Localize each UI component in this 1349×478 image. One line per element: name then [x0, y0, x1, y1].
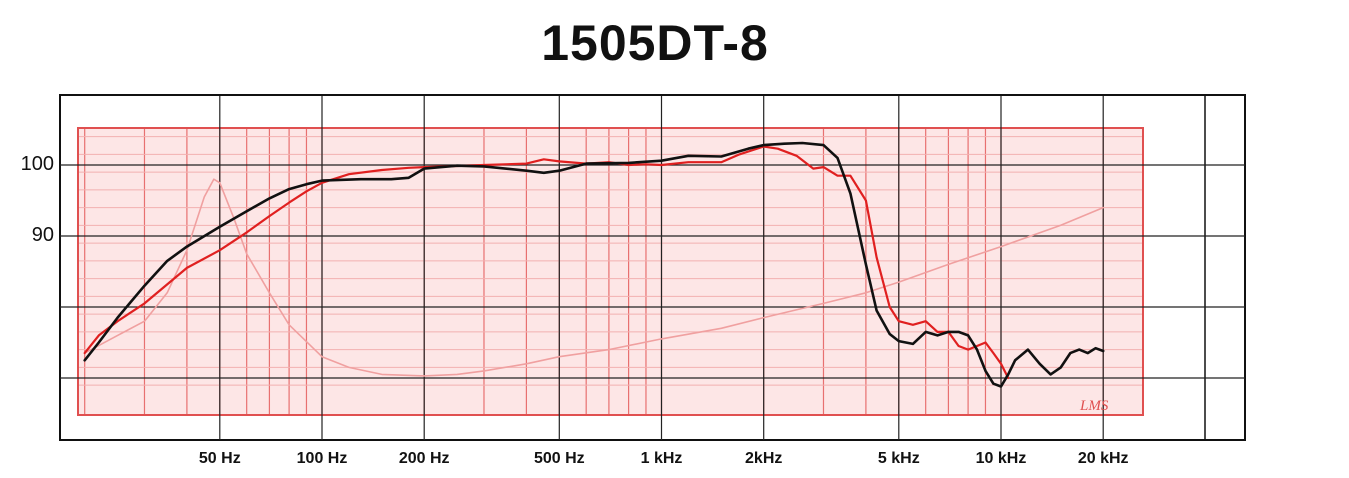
chart-title: 1505DT-8: [541, 15, 769, 71]
series-line-2: [83, 145, 1010, 380]
series-layer: [83, 141, 1105, 388]
x-tick-label: 50 Hz: [198, 450, 241, 467]
minor-grid: [79, 129, 1142, 414]
x-tick-label: 200 Hz: [398, 450, 450, 467]
series-line-3: [83, 178, 1104, 377]
x-tick-label: 5 kHz: [877, 450, 920, 467]
x-tick-label: 20 kHz: [1077, 450, 1129, 467]
lms-logo: LMS: [1079, 398, 1109, 414]
x-tick-label: 500 Hz: [533, 450, 585, 467]
x-tick-label: 100 Hz: [296, 450, 348, 467]
measurement-sheet: [77, 127, 1144, 416]
series-line-1: [83, 141, 1105, 388]
y-tick-label: 100: [20, 153, 54, 175]
major-grid: [60, 96, 1245, 440]
x-tick-label: 10 kHz: [975, 450, 1027, 467]
y-tick-label: 90: [31, 224, 54, 246]
x-tick-label: 2kHz: [745, 450, 783, 467]
x-tick-label: 1 kHz: [640, 450, 683, 467]
